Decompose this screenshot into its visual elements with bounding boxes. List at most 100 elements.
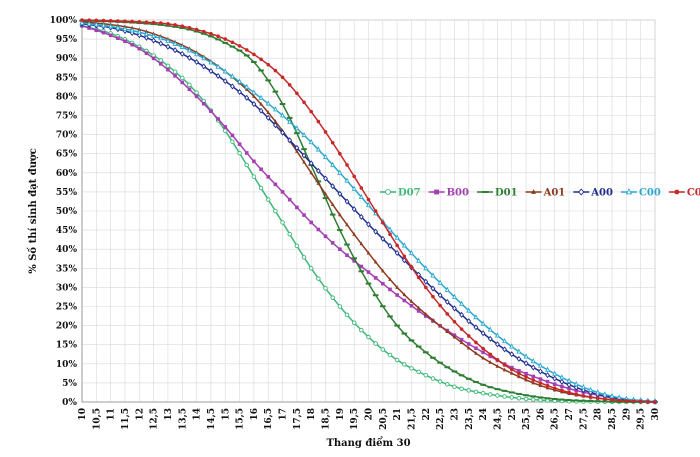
data-point-marker — [230, 40, 235, 45]
data-point-marker — [273, 182, 278, 187]
data-point-marker — [495, 341, 500, 348]
y-tick-label: 20% — [56, 322, 78, 332]
data-point-marker — [108, 18, 113, 23]
data-point-marker — [323, 175, 328, 182]
data-point-marker — [222, 78, 228, 85]
data-point-marker — [524, 377, 528, 382]
data-point-marker — [416, 369, 421, 375]
data-point-marker — [165, 63, 171, 69]
data-point-marker — [494, 332, 500, 338]
legend-label: B00 — [447, 188, 469, 199]
data-point-marker — [524, 375, 528, 379]
data-point-marker — [194, 58, 199, 66]
data-point-marker — [409, 303, 414, 308]
x-tick-label: 23 — [450, 408, 460, 421]
data-point-marker — [244, 83, 250, 89]
data-point-marker — [516, 395, 522, 401]
data-point-marker — [172, 69, 178, 74]
data-point-marker — [258, 107, 264, 114]
data-point-marker — [431, 294, 435, 299]
data-point-marker — [381, 220, 385, 225]
y-tick-label: 55% — [56, 188, 78, 198]
data-point-marker — [481, 355, 485, 360]
data-point-marker — [423, 278, 429, 285]
x-tick-label: 12,5 — [150, 408, 160, 430]
data-point-marker — [401, 242, 407, 248]
data-point-marker — [323, 153, 329, 160]
data-point-marker — [223, 37, 228, 41]
legend-label: C00 — [639, 188, 661, 199]
y-tick-label: 65% — [56, 150, 78, 160]
data-point-marker — [466, 307, 472, 313]
series-group — [79, 18, 658, 405]
data-point-marker — [530, 357, 536, 364]
data-point-marker — [108, 23, 114, 29]
data-point-marker — [588, 386, 594, 392]
data-point-marker — [424, 314, 428, 318]
data-point-marker — [229, 73, 235, 79]
legend-item-d01: D01 — [476, 188, 518, 199]
data-point-marker — [423, 264, 429, 271]
data-point-marker — [409, 265, 414, 269]
data-point-marker — [431, 317, 435, 322]
data-point-marker — [100, 22, 107, 28]
data-point-marker — [545, 379, 550, 384]
legend-label: D01 — [495, 188, 518, 199]
data-point-marker — [230, 83, 235, 90]
data-point-marker — [566, 381, 572, 388]
y-tick-label: 40% — [56, 245, 78, 255]
data-point-marker — [481, 346, 485, 351]
data-point-marker — [530, 397, 536, 402]
data-point-marker — [129, 27, 135, 33]
data-point-marker — [434, 189, 439, 195]
data-point-marker — [201, 101, 206, 106]
data-point-marker — [588, 395, 593, 399]
data-point-marker — [316, 119, 321, 124]
data-point-marker — [295, 91, 299, 96]
x-tick-label: 15 — [221, 408, 231, 421]
y-tick-label: 10% — [56, 360, 78, 370]
data-point-marker — [366, 197, 371, 202]
legend-label: D07 — [398, 188, 421, 199]
data-point-marker — [309, 109, 314, 114]
x-tick-label: 25 — [508, 408, 518, 421]
data-point-marker — [194, 27, 199, 32]
data-point-marker — [359, 186, 364, 190]
data-point-marker — [395, 293, 399, 297]
data-point-marker — [560, 384, 564, 389]
data-point-marker — [359, 327, 364, 333]
data-point-marker — [480, 390, 486, 396]
data-point-marker — [351, 185, 357, 191]
data-point-marker — [201, 29, 206, 34]
data-point-marker — [488, 352, 493, 357]
x-tick-label: 19,5 — [350, 408, 360, 430]
x-tick-label: 24 — [479, 408, 489, 421]
legend-label: A01 — [543, 188, 566, 199]
data-point-marker — [116, 36, 120, 40]
data-point-marker — [388, 287, 392, 292]
data-point-marker — [294, 243, 300, 249]
x-tick-label: 14,5 — [207, 408, 217, 430]
data-point-marker — [459, 300, 465, 306]
data-point-marker — [116, 19, 120, 23]
data-point-marker — [287, 137, 293, 144]
data-point-marker — [115, 24, 121, 30]
data-point-marker — [466, 345, 471, 350]
data-point-marker — [123, 19, 127, 24]
data-point-marker — [308, 138, 314, 145]
x-tick-label: 21 — [393, 408, 403, 421]
data-point-marker — [559, 378, 565, 385]
data-point-marker — [266, 175, 271, 179]
data-point-marker — [338, 151, 342, 156]
data-point-marker — [466, 388, 472, 393]
series-c00 — [79, 19, 658, 404]
y-tick-label: 85% — [56, 73, 78, 83]
x-tick-label: 26,5 — [551, 408, 561, 430]
data-point-marker — [416, 309, 421, 313]
data-point-marker — [344, 198, 350, 205]
data-point-marker — [144, 20, 149, 25]
data-point-marker — [373, 276, 378, 280]
data-point-marker — [301, 152, 307, 159]
data-point-marker — [366, 250, 371, 255]
x-tick-label: 27 — [565, 408, 575, 421]
